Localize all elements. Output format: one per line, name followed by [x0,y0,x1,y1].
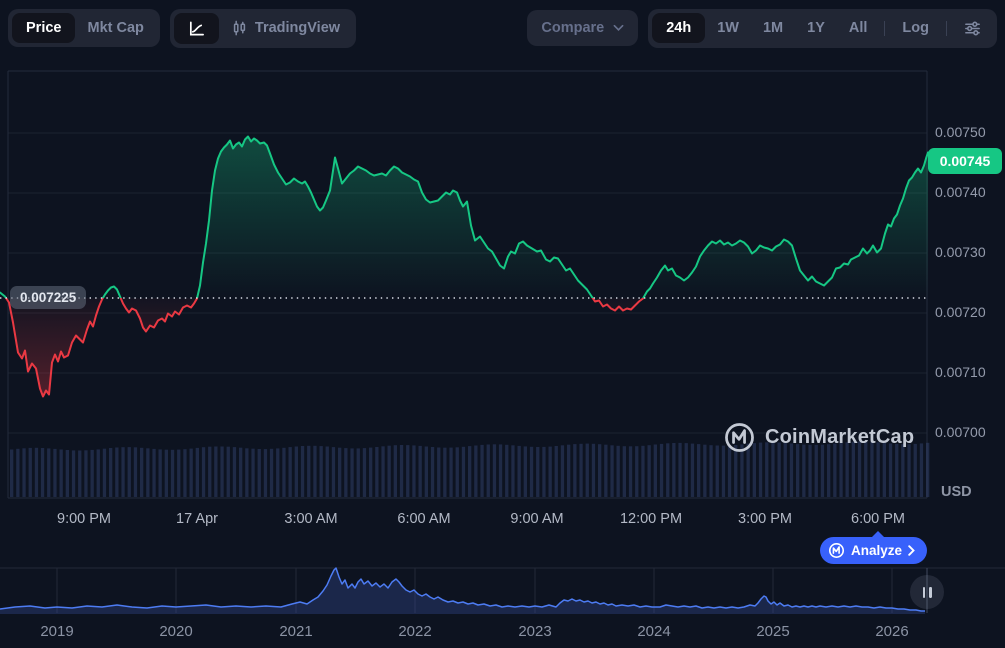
y-axis-label: 0.00710 [935,364,986,380]
y-axis-label: 0.00700 [935,424,986,440]
x-axis-label: 6:00 PM [851,511,905,527]
compare-button[interactable]: Compare [527,10,639,46]
range-button-24h[interactable]: 24h [652,13,706,43]
chart-type-toggle: TradingView [169,8,357,48]
navigator-year-label: 2019 [40,623,74,640]
baseline-price-label: 0.007225 [10,286,87,309]
x-axis-label: 3:00 PM [738,511,792,527]
line-chart-type-button[interactable] [173,12,219,44]
candlestick-icon [233,20,246,35]
chevron-right-icon [908,545,915,556]
range-button-1y[interactable]: 1Y [795,13,837,43]
line-chart-icon [189,21,204,35]
x-axis-label: 12:00 PM [619,511,683,527]
range-toggle: 24h 1W 1M 1Y All Log [648,8,997,48]
log-button[interactable]: Log [890,13,941,43]
x-axis-label: 17 Apr [176,511,218,527]
navigator-handle-icon [929,586,932,598]
price-area-positive [0,136,928,298]
analyze-label: Analyze [851,543,903,558]
navigator-year-label: 2020 [159,623,193,640]
price-mktcap-toggle: Price Mkt Cap [8,9,160,47]
navigator-year-label: 2024 [637,623,671,640]
price-tab[interactable]: Price [12,13,76,43]
divider [946,20,947,36]
navigator-year-label: 2026 [875,623,909,640]
coinmarketcap-logo-icon [725,423,754,452]
y-axis-label: 0.00720 [935,304,986,320]
x-axis-label: 6:00 AM [397,511,451,527]
price-area-negative [0,298,928,397]
y-axis-label: 0.00740 [935,184,986,200]
navigator-gridlines [0,567,1005,613]
x-axis-label: 9:00 PM [57,511,111,527]
navigator-year-label: 2023 [518,623,552,640]
y-axis-unit: USD [941,484,972,500]
chart-settings-button[interactable] [952,13,993,44]
x-axis-label: 3:00 AM [284,511,338,527]
tradingview-label: TradingView [254,20,341,36]
range-button-1w[interactable]: 1W [705,13,751,43]
analyze-logo-icon [828,542,845,559]
navigator-year-label: 2021 [279,623,313,640]
navigator-line [0,567,925,612]
current-price-badge: 0.00745 [928,148,1002,174]
navigator-area [0,568,925,614]
sliders-icon [965,21,980,35]
navigator-year-label: 2025 [756,623,790,640]
mktcap-tab[interactable]: Mkt Cap [75,13,155,43]
divider [884,20,886,36]
watermark-text: CoinMarketCap [765,426,915,448]
chevron-down-icon [613,24,624,32]
watermark: CoinMarketCap [723,421,914,454]
navigator-year-label: 2022 [398,623,432,640]
range-button-all[interactable]: All [837,13,880,43]
navigator-handle-icon [922,586,925,598]
compare-label: Compare [541,20,605,36]
analyze-button[interactable]: Analyze [820,531,928,564]
tradingview-button[interactable]: TradingView [219,13,352,44]
range-button-1m[interactable]: 1M [751,13,795,43]
chart-toolbar: Price Mkt Cap TradingView Compare 24h 1W 1… [0,8,1005,48]
y-axis-label: 0.00730 [935,244,986,260]
volume-bars [10,441,930,497]
y-axis-label: 0.00750 [935,124,986,140]
price-line-positive [0,135,929,298]
navigator-handle[interactable] [910,575,944,609]
price-line-negative [4,298,645,398]
x-axis-label: 9:00 AM [510,511,564,527]
